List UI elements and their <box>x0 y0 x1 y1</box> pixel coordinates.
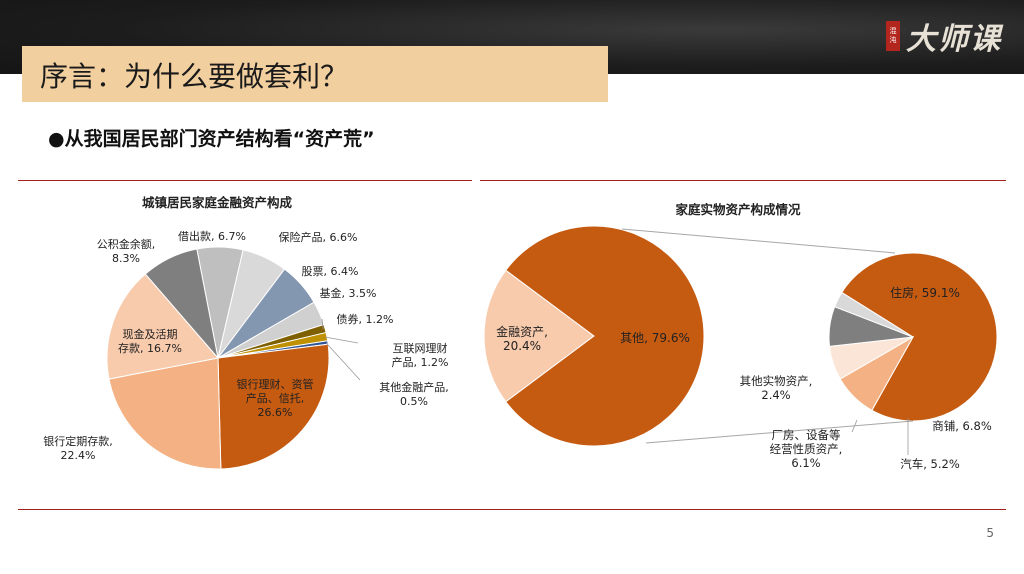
chart1-label-5: 互联网理财产品, 1.2% <box>392 341 449 369</box>
chart2-main-label-1: 金融资产, 20.4% <box>496 324 548 353</box>
chart1-label-3: 基金, 3.5% <box>320 286 377 300</box>
chart1-leader-2 <box>325 342 361 381</box>
page-title: 序言：为什么要做套利？ <box>40 60 349 93</box>
chart1-title: 城镇居民家庭金融资产构成 <box>142 195 293 210</box>
chart1-label-0: 借出款, 6.7% <box>178 229 246 243</box>
divider-left-top <box>18 180 472 181</box>
bullet-point: ●从我国居民部门资产结构看“资产荒” <box>48 128 375 150</box>
chart1-slice-7 <box>217 343 330 470</box>
chart1-label-1: 保险产品, 6.6% <box>279 230 358 244</box>
chart2-sec-label-1: 商铺, 6.8% <box>932 419 992 433</box>
title-band <box>22 46 608 102</box>
page-number: 5 <box>986 526 994 540</box>
chart1-leader-0 <box>321 318 324 330</box>
chart-labels: 借出款, 6.7% 保险产品, 6.6% 股票, 6.4% 基金, 3.5% 债券, 1… <box>43 229 992 471</box>
chart1-slice-8 <box>108 357 222 470</box>
divider-right-top <box>480 180 1006 181</box>
chart2-main-slice-0 <box>505 225 705 447</box>
chart1-label-2: 股票, 6.4% <box>302 265 359 278</box>
chart2-main-slice-1 <box>483 269 595 403</box>
chart1-label-8: 银行定期存款, 22.4% <box>43 434 113 462</box>
chart2-leader-0 <box>851 419 858 433</box>
chart2-sec-label-4: 其他实物资产, 2.4% <box>740 374 813 402</box>
chart2-sec-slice-4 <box>834 291 914 338</box>
chart1-leader-1 <box>324 336 359 344</box>
chart2-sec-label-0: 住房, 59.1% <box>890 285 960 300</box>
chart2-sec-slice-0 <box>841 252 998 422</box>
chart2-title: 家庭实物资产构成情况 <box>675 202 801 217</box>
chart1-label-10: 公积金余额, 8.3% <box>97 237 156 265</box>
chart1-pie <box>106 246 330 470</box>
chart2-connector-bottom <box>645 420 914 444</box>
brand-logo: 混沌 大师课 <box>886 14 1002 58</box>
chart2-connector-top <box>621 228 896 254</box>
chart1-label-6: 其他金融产品, 0.5% <box>379 380 449 408</box>
chart1-slice-10 <box>144 248 219 360</box>
divider-bottom <box>18 509 1006 510</box>
chart2-sec-label-3: 厂房、设备等经营性质资产, 6.1% <box>770 428 843 470</box>
logo-seal: 混沌 <box>886 21 900 51</box>
chart1-label-9: 现金及活期存款, 16.7% <box>118 327 182 355</box>
chart2-pie-of-pie <box>483 225 998 447</box>
chart2-main-label-0: 其他, 79.6% <box>620 331 690 345</box>
logo-text: 大师课 <box>906 22 1002 57</box>
chart1-slice-9 <box>106 273 219 380</box>
chart2-sec-label-2: 汽车, 5.2% <box>900 457 960 471</box>
chart1-label-7: 银行理财、资管产品、信托, 26.6% <box>237 377 314 419</box>
chart1-label-4: 债券, 1.2% <box>337 312 394 326</box>
